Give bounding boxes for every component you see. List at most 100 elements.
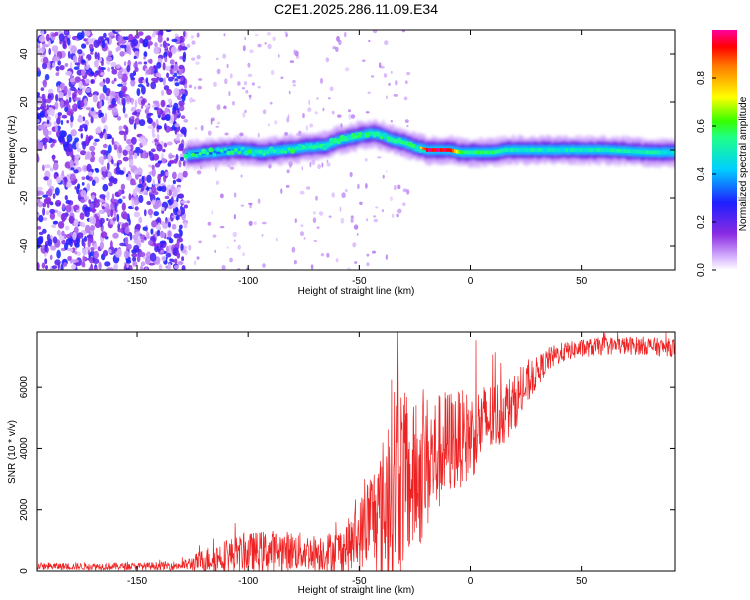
ridge-blob	[208, 147, 214, 153]
sparse-speck	[344, 67, 350, 72]
noise-speck	[42, 164, 45, 172]
ridge-core-segment	[476, 150, 479, 155]
noise-speck	[91, 107, 94, 112]
noise-speck	[67, 50, 71, 59]
noise-speck	[75, 257, 82, 266]
noise-speck	[91, 179, 96, 186]
noise-speck	[69, 75, 75, 79]
noise-speck	[180, 156, 184, 162]
noise-speck	[104, 112, 108, 122]
noise-speck	[93, 72, 98, 77]
sparse-speck	[196, 170, 202, 175]
noise-speck	[132, 188, 138, 197]
noise-speck	[150, 228, 154, 235]
sparse-speck	[289, 60, 295, 63]
ridge-core-segment	[524, 148, 527, 152]
noise-speck	[138, 77, 144, 84]
noise-speck	[144, 267, 148, 270]
noise-speck	[178, 228, 182, 233]
sparse-speck	[242, 45, 246, 52]
ridge-core-segment	[614, 148, 617, 153]
ridge-blob	[404, 141, 409, 146]
noise-speck	[101, 61, 104, 66]
noise-speck	[137, 61, 143, 65]
noise-speck	[80, 190, 87, 198]
sparse-speck	[386, 95, 388, 100]
noise-speck	[48, 48, 51, 55]
noise-speck	[113, 77, 117, 82]
sparse-speck	[285, 184, 290, 188]
ridge-core-segment	[658, 150, 661, 155]
noise-speck	[151, 220, 157, 228]
sparse-speck	[341, 192, 346, 199]
ridge-core-segment	[572, 148, 575, 152]
ridge-core-segment	[502, 148, 505, 153]
noise-speck	[60, 213, 67, 221]
ridge-core-segment	[222, 149, 225, 154]
sparse-speck	[392, 213, 395, 218]
noise-speck	[132, 261, 138, 267]
sparse-speck	[326, 159, 329, 163]
noise-speck	[75, 142, 80, 149]
ridge-core-segment	[468, 150, 471, 155]
noise-speck	[73, 226, 79, 234]
sparse-speck	[226, 63, 229, 69]
noise-speck	[133, 170, 138, 175]
noise-speck	[90, 151, 96, 157]
noise-speck	[65, 199, 71, 205]
noise-speck	[150, 148, 156, 153]
sparse-speck	[406, 124, 409, 128]
noise-speck	[102, 84, 107, 94]
noise-speck	[183, 30, 186, 38]
noise-speck	[70, 129, 77, 137]
noise-speck	[98, 156, 105, 164]
ridge-blob	[364, 132, 370, 138]
noise-speck	[45, 265, 48, 270]
noise-speck	[87, 171, 93, 176]
x-tick-label: -150	[127, 276, 147, 287]
noise-speck	[110, 202, 115, 212]
noise-speck	[125, 173, 129, 177]
noise-speck	[49, 167, 55, 172]
ridge-core-segment	[620, 149, 623, 153]
noise-speck	[106, 267, 114, 270]
noise-speck	[76, 232, 84, 239]
noise-speck	[178, 143, 184, 151]
noise-speck	[178, 133, 184, 137]
noise-speck	[160, 221, 166, 226]
sparse-speck	[229, 166, 235, 170]
noise-speck	[166, 245, 169, 254]
noise-speck	[156, 61, 162, 69]
ridge-core-segment	[444, 148, 447, 152]
noise-speck	[176, 196, 179, 203]
sparse-speck	[293, 49, 296, 55]
noise-speck	[166, 88, 173, 96]
noise-speck	[74, 62, 80, 66]
ridge-core-segment	[532, 148, 535, 152]
noise-speck	[50, 245, 57, 251]
noise-speck	[52, 236, 58, 244]
ridge-core-segment	[254, 150, 257, 154]
noise-speck	[148, 240, 153, 246]
ridge-core-segment	[306, 145, 309, 150]
sparse-speck	[237, 81, 241, 86]
noise-speck	[45, 33, 50, 42]
snr-x-label: Height of straight line (km)	[298, 585, 415, 596]
noise-speck	[181, 265, 186, 270]
noise-speck	[46, 178, 53, 187]
noise-speck	[44, 73, 50, 81]
sparse-speck	[188, 244, 192, 251]
noise-speck	[90, 79, 94, 84]
noise-speck	[114, 30, 122, 33]
noise-speck	[67, 256, 72, 261]
noise-speck	[129, 72, 134, 79]
sparse-speck	[367, 91, 371, 94]
noise-speck	[40, 103, 47, 110]
noise-speck	[84, 30, 91, 37]
noise-speck	[172, 171, 177, 180]
noise-speck	[126, 65, 131, 73]
noise-speck	[149, 252, 157, 262]
ridge-core-segment	[662, 150, 665, 155]
noise-speck	[160, 249, 165, 254]
noise-speck	[144, 104, 151, 108]
